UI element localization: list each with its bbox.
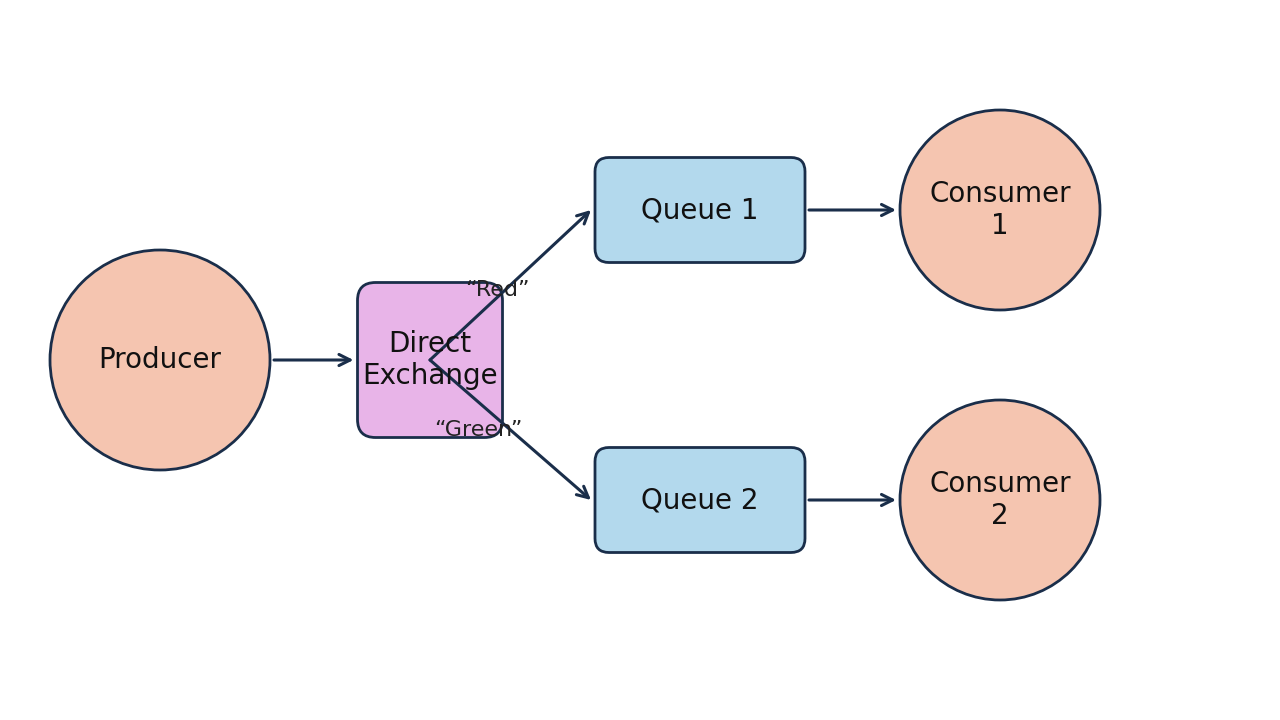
FancyBboxPatch shape [357, 282, 503, 438]
Circle shape [50, 250, 270, 470]
Text: Consumer
1: Consumer 1 [929, 180, 1071, 240]
Circle shape [900, 110, 1100, 310]
Text: Queue 2: Queue 2 [641, 486, 759, 514]
FancyBboxPatch shape [595, 448, 805, 552]
Text: Producer: Producer [99, 346, 221, 374]
Text: Queue 1: Queue 1 [641, 196, 759, 224]
Text: “Green”: “Green” [434, 420, 522, 440]
Circle shape [900, 400, 1100, 600]
FancyBboxPatch shape [595, 158, 805, 263]
Text: Direct
Exchange: Direct Exchange [362, 330, 498, 390]
Text: Consumer
2: Consumer 2 [929, 470, 1071, 530]
Text: “Red”: “Red” [466, 280, 530, 300]
